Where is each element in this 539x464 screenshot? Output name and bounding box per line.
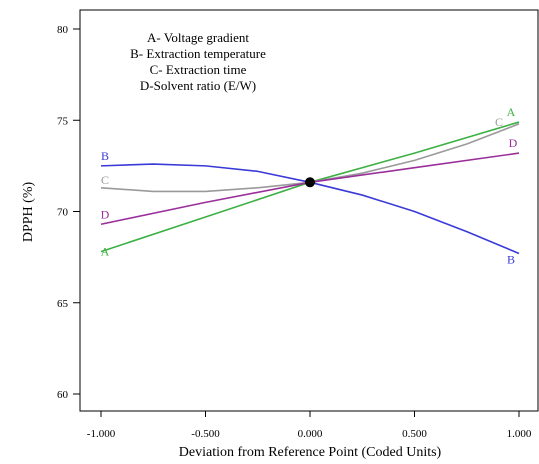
- reference-point-marker: [305, 177, 315, 188]
- series-label-end: C: [495, 115, 503, 129]
- x-axis-title: Deviation from Reference Point (Coded Un…: [179, 445, 442, 460]
- y-tick-label: 70: [57, 207, 69, 219]
- x-tick-label: -1.000: [87, 428, 116, 440]
- legend-entry: D-Solvent ratio (E/W): [140, 78, 256, 93]
- y-tick-label: 60: [57, 389, 69, 401]
- plot-frame: [79, 9, 539, 412]
- series-label-start: B: [101, 149, 109, 163]
- x-tick-label: 1.000: [507, 428, 532, 440]
- legend-entry: C- Extraction time: [150, 62, 247, 77]
- plot-area: [79, 9, 539, 412]
- y-tick-label: 65: [57, 298, 69, 310]
- legend-entry: A- Voltage gradient: [147, 30, 249, 45]
- x-tick-label: 0.000: [298, 428, 323, 440]
- series-label-start: C: [101, 173, 109, 187]
- series-label-start: D: [101, 207, 110, 221]
- series-label-end: D: [509, 136, 518, 150]
- x-tick-label: -0.500: [191, 428, 220, 440]
- y-tick-label: 80: [57, 24, 69, 36]
- series-label-end: B: [507, 252, 515, 266]
- y-axis: 60 65 70 75 80: [57, 24, 80, 401]
- x-axis: -1.000 -0.500 0.000 0.500 1.000: [87, 411, 532, 440]
- series-label-start: A: [101, 245, 110, 259]
- series-label-end: A: [507, 105, 516, 119]
- x-tick-label: 0.500: [402, 428, 427, 440]
- y-axis-title: DPPH (%): [21, 182, 36, 243]
- legend-entry: B- Extraction temperature: [130, 46, 266, 61]
- y-tick-label: 75: [57, 115, 69, 127]
